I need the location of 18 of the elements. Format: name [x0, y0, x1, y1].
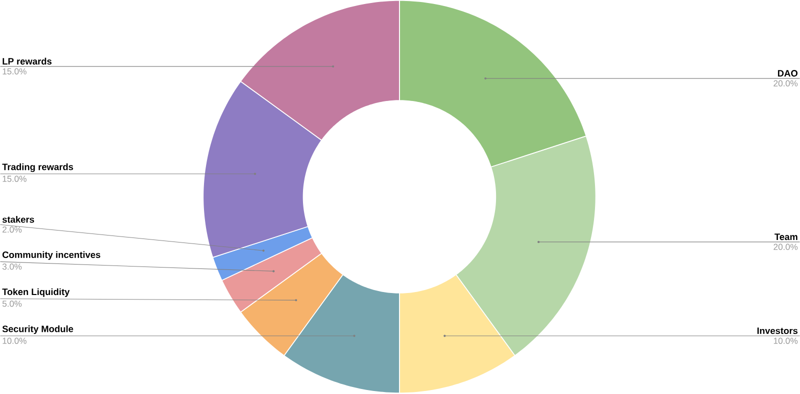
data-label: 10.0% — [774, 338, 798, 344]
slice-label: Community incentives — [2, 251, 100, 260]
data-label: 3.0% — [2, 264, 22, 270]
data-label: 10.0% — [2, 338, 26, 344]
slice-label: DAO — [778, 70, 798, 77]
data-label: 15.0% — [2, 176, 26, 182]
slice-label: LP rewards — [2, 58, 52, 65]
slice-label: Team — [774, 234, 798, 240]
data-label: 15.0% — [2, 68, 26, 75]
slice-label: Trading rewards — [2, 164, 74, 172]
data-label: 20.0% — [774, 244, 798, 250]
slice-label: Investors — [757, 328, 798, 334]
data-label: 2.0% — [2, 226, 22, 233]
slice-label: Security Module — [2, 326, 74, 334]
data-label: 5.0% — [2, 300, 22, 308]
slice-label: Token Liquidity — [2, 288, 70, 298]
data-label: 20.0% — [774, 80, 798, 87]
slice-label: stakers — [2, 216, 34, 223]
